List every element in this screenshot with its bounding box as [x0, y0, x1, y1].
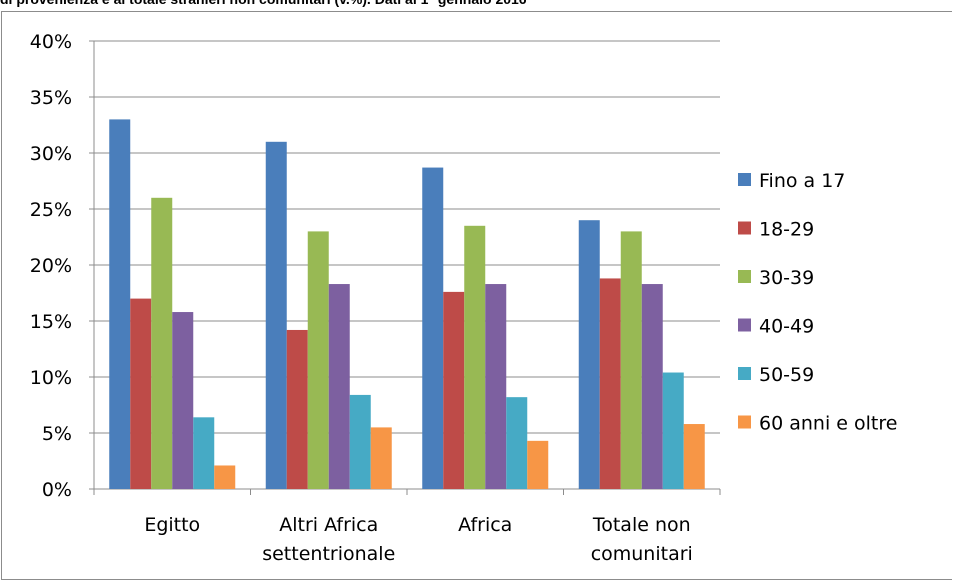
chart-frame [1, 11, 952, 580]
legend-label: 60 anni e oltre [759, 413, 897, 435]
y-axis-ticks: 0% 5% 10% 15% 20% 25% 30% 35% 40% [30, 31, 94, 501]
y-tick-label: 25% [30, 199, 72, 221]
x-category-label: settentrionale [262, 543, 395, 565]
y-tick-label: 5% [42, 423, 72, 445]
chart-caption: di provenienza e al totale stranieri non… [0, 0, 954, 11]
x-axis-categories: Egitto Altri Africa settentrionale Africa To… [144, 514, 693, 565]
bar-18-29-0 [130, 298, 152, 489]
x-category-label: Egitto [144, 514, 200, 536]
bar-fino-a-17-0 [109, 119, 131, 490]
bar-fino-a-17-2 [422, 167, 444, 489]
bar-18-29-1 [286, 329, 308, 489]
legend-swatch [738, 367, 751, 380]
x-category-label: Africa [458, 514, 512, 536]
bar-50-59-3 [662, 372, 684, 489]
bar-40-49-1 [328, 284, 350, 489]
bar-40-49-2 [485, 284, 507, 489]
bar-18-29-2 [443, 291, 465, 489]
y-tick-label: 10% [30, 367, 72, 389]
bar-30-39-1 [307, 231, 329, 489]
bar-40-49-0 [172, 312, 194, 489]
y-tick-label: 40% [30, 31, 72, 53]
legend-label: 30-39 [759, 267, 814, 289]
x-category-label: comunitari [591, 543, 693, 565]
legend-label: 50-59 [759, 364, 814, 386]
legend-swatch [738, 221, 751, 235]
legend-label: 18-29 [759, 219, 814, 241]
bar-18-29-3 [599, 278, 621, 489]
legend: Fino a 17 18-29 30-39 40-49 50-59 60 anni e o… [738, 170, 897, 435]
y-tick-label: 35% [30, 87, 72, 109]
bar-30-39-2 [464, 225, 486, 490]
bar-30-39-3 [620, 231, 642, 489]
y-tick-label: 15% [30, 311, 72, 333]
bar-fino-a-17-3 [578, 220, 600, 489]
y-tick-label: 30% [30, 143, 72, 165]
x-category-label: Altri Africa [279, 514, 378, 536]
bar-60-anni-e-oltre-2 [527, 440, 549, 489]
y-tick-label: 20% [30, 255, 72, 277]
bar-60-anni-e-oltre-0 [214, 465, 236, 489]
y-tick-label: 0% [42, 479, 72, 501]
legend-swatch [738, 173, 751, 186]
legend-swatch [738, 415, 751, 429]
bar-60-anni-e-oltre-1 [370, 427, 392, 489]
bar-50-59-2 [506, 397, 528, 489]
legend-swatch [738, 270, 751, 283]
bar-30-39-0 [151, 197, 173, 490]
bar-40-49-3 [641, 284, 663, 489]
legend-swatch [738, 318, 751, 332]
legend-label: 40-49 [759, 316, 814, 338]
legend-label: Fino a 17 [759, 170, 845, 192]
x-category-label: Totale non [592, 514, 691, 536]
bars [109, 119, 705, 490]
bar-fino-a-17-1 [265, 141, 287, 490]
bar-50-59-1 [349, 394, 371, 489]
bar-60-anni-e-oltre-3 [683, 424, 705, 489]
bar-50-59-0 [193, 417, 215, 489]
